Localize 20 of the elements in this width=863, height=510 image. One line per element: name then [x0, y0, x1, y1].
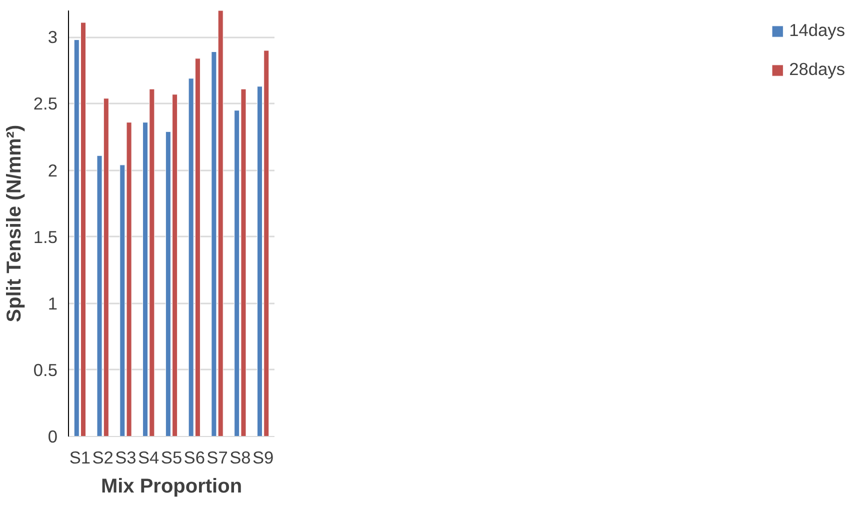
x-tick-label: S4: [138, 448, 160, 468]
y-tick-label: 0.5: [33, 360, 58, 380]
x-axis-title: Mix Proportion: [100, 476, 242, 498]
x-tick-label: S1: [69, 448, 91, 468]
y-tick-label: 1: [48, 293, 58, 314]
x-tick-label: S2: [92, 448, 114, 468]
x-tick-label: S9: [252, 448, 274, 468]
x-tick-label: S8: [230, 448, 251, 468]
y-tick-label: 2.5: [33, 94, 58, 114]
x-tick-label: S6: [184, 448, 205, 468]
x-tick-label: S3: [115, 448, 136, 468]
y-tick-label: 0: [48, 426, 58, 446]
y-tick-label: 1.5: [33, 226, 58, 247]
y-tick-label: 3: [48, 27, 58, 48]
x-tick-label: S7: [206, 448, 228, 468]
y-tick-label: 2: [48, 160, 58, 180]
legend-label: 28days: [789, 59, 845, 80]
y-axis-title: Split Tensile (N/mm²): [3, 124, 26, 322]
legend-label: 14days: [789, 20, 845, 41]
x-tick-label: S5: [160, 448, 182, 468]
